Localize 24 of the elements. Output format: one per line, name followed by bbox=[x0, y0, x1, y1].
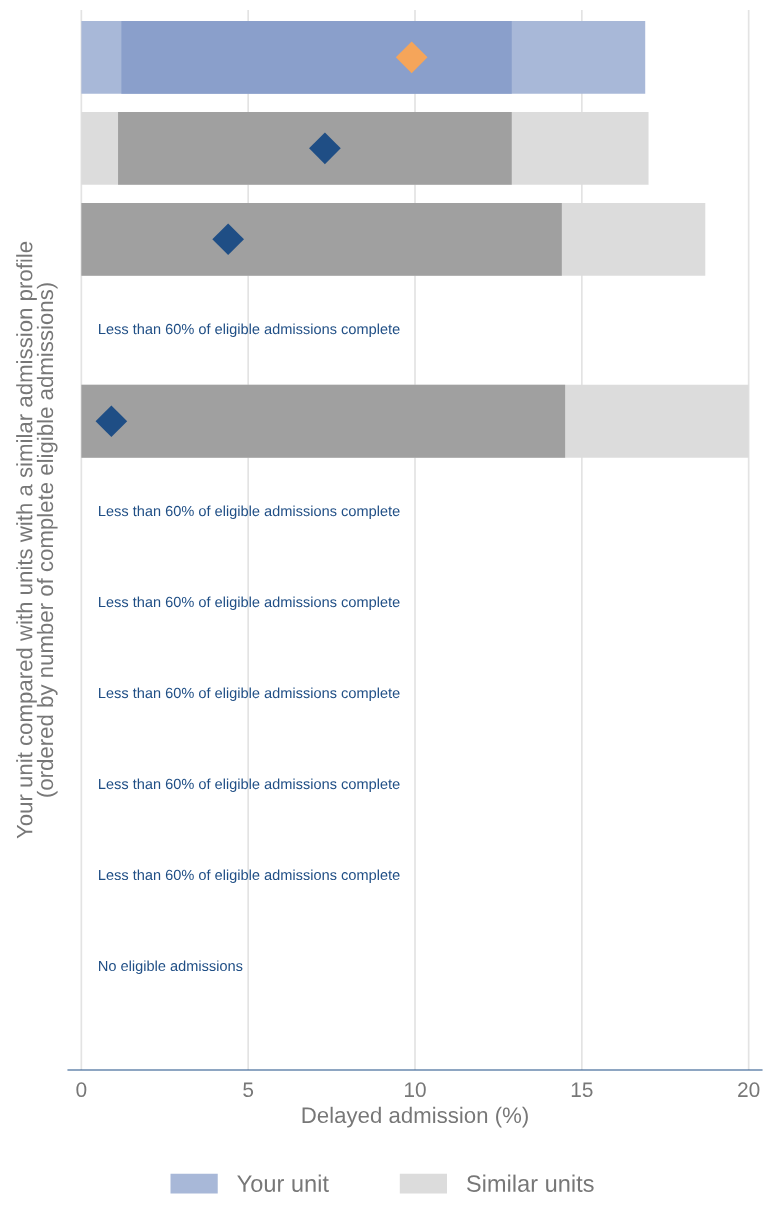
point bbox=[309, 132, 341, 165]
point bbox=[212, 223, 244, 256]
bar bbox=[118, 111, 512, 185]
x-axis-title: Delayed admission (%) bbox=[302, 1106, 528, 1128]
x-tick-label: 10 bbox=[405, 1082, 426, 1098]
y-axis-title: Your unit compared with units with a similar admission profile (ordered by number of complete eligible admissions) bbox=[16, 241, 58, 839]
bar bbox=[81, 202, 562, 276]
legend-label: Your unit bbox=[237, 1174, 329, 1192]
annotation: Less than 60% of eligible admissions complete bbox=[99, 596, 400, 611]
point bbox=[95, 405, 128, 438]
x-tick-label: 20 bbox=[738, 1082, 760, 1098]
legend-label: Similar units bbox=[466, 1174, 594, 1192]
annotation: Less than 60% of eligible admissions complete bbox=[99, 778, 400, 793]
annotation: Less than 60% of eligible admissions complete bbox=[99, 505, 400, 520]
bar bbox=[81, 384, 566, 458]
x-tick-label: 0 bbox=[76, 1082, 87, 1098]
x-tick-label: 5 bbox=[243, 1082, 254, 1098]
annotation: Less than 60% of eligible admissions complete bbox=[99, 323, 400, 338]
bar bbox=[121, 20, 512, 94]
annotation: Less than 60% of eligible admissions complete bbox=[99, 687, 400, 702]
point bbox=[395, 41, 428, 74]
x-tick-label: 15 bbox=[571, 1082, 593, 1098]
annotation: No eligible admissions bbox=[99, 960, 243, 974]
annotation: Less than 60% of eligible admissions complete bbox=[99, 869, 400, 883]
